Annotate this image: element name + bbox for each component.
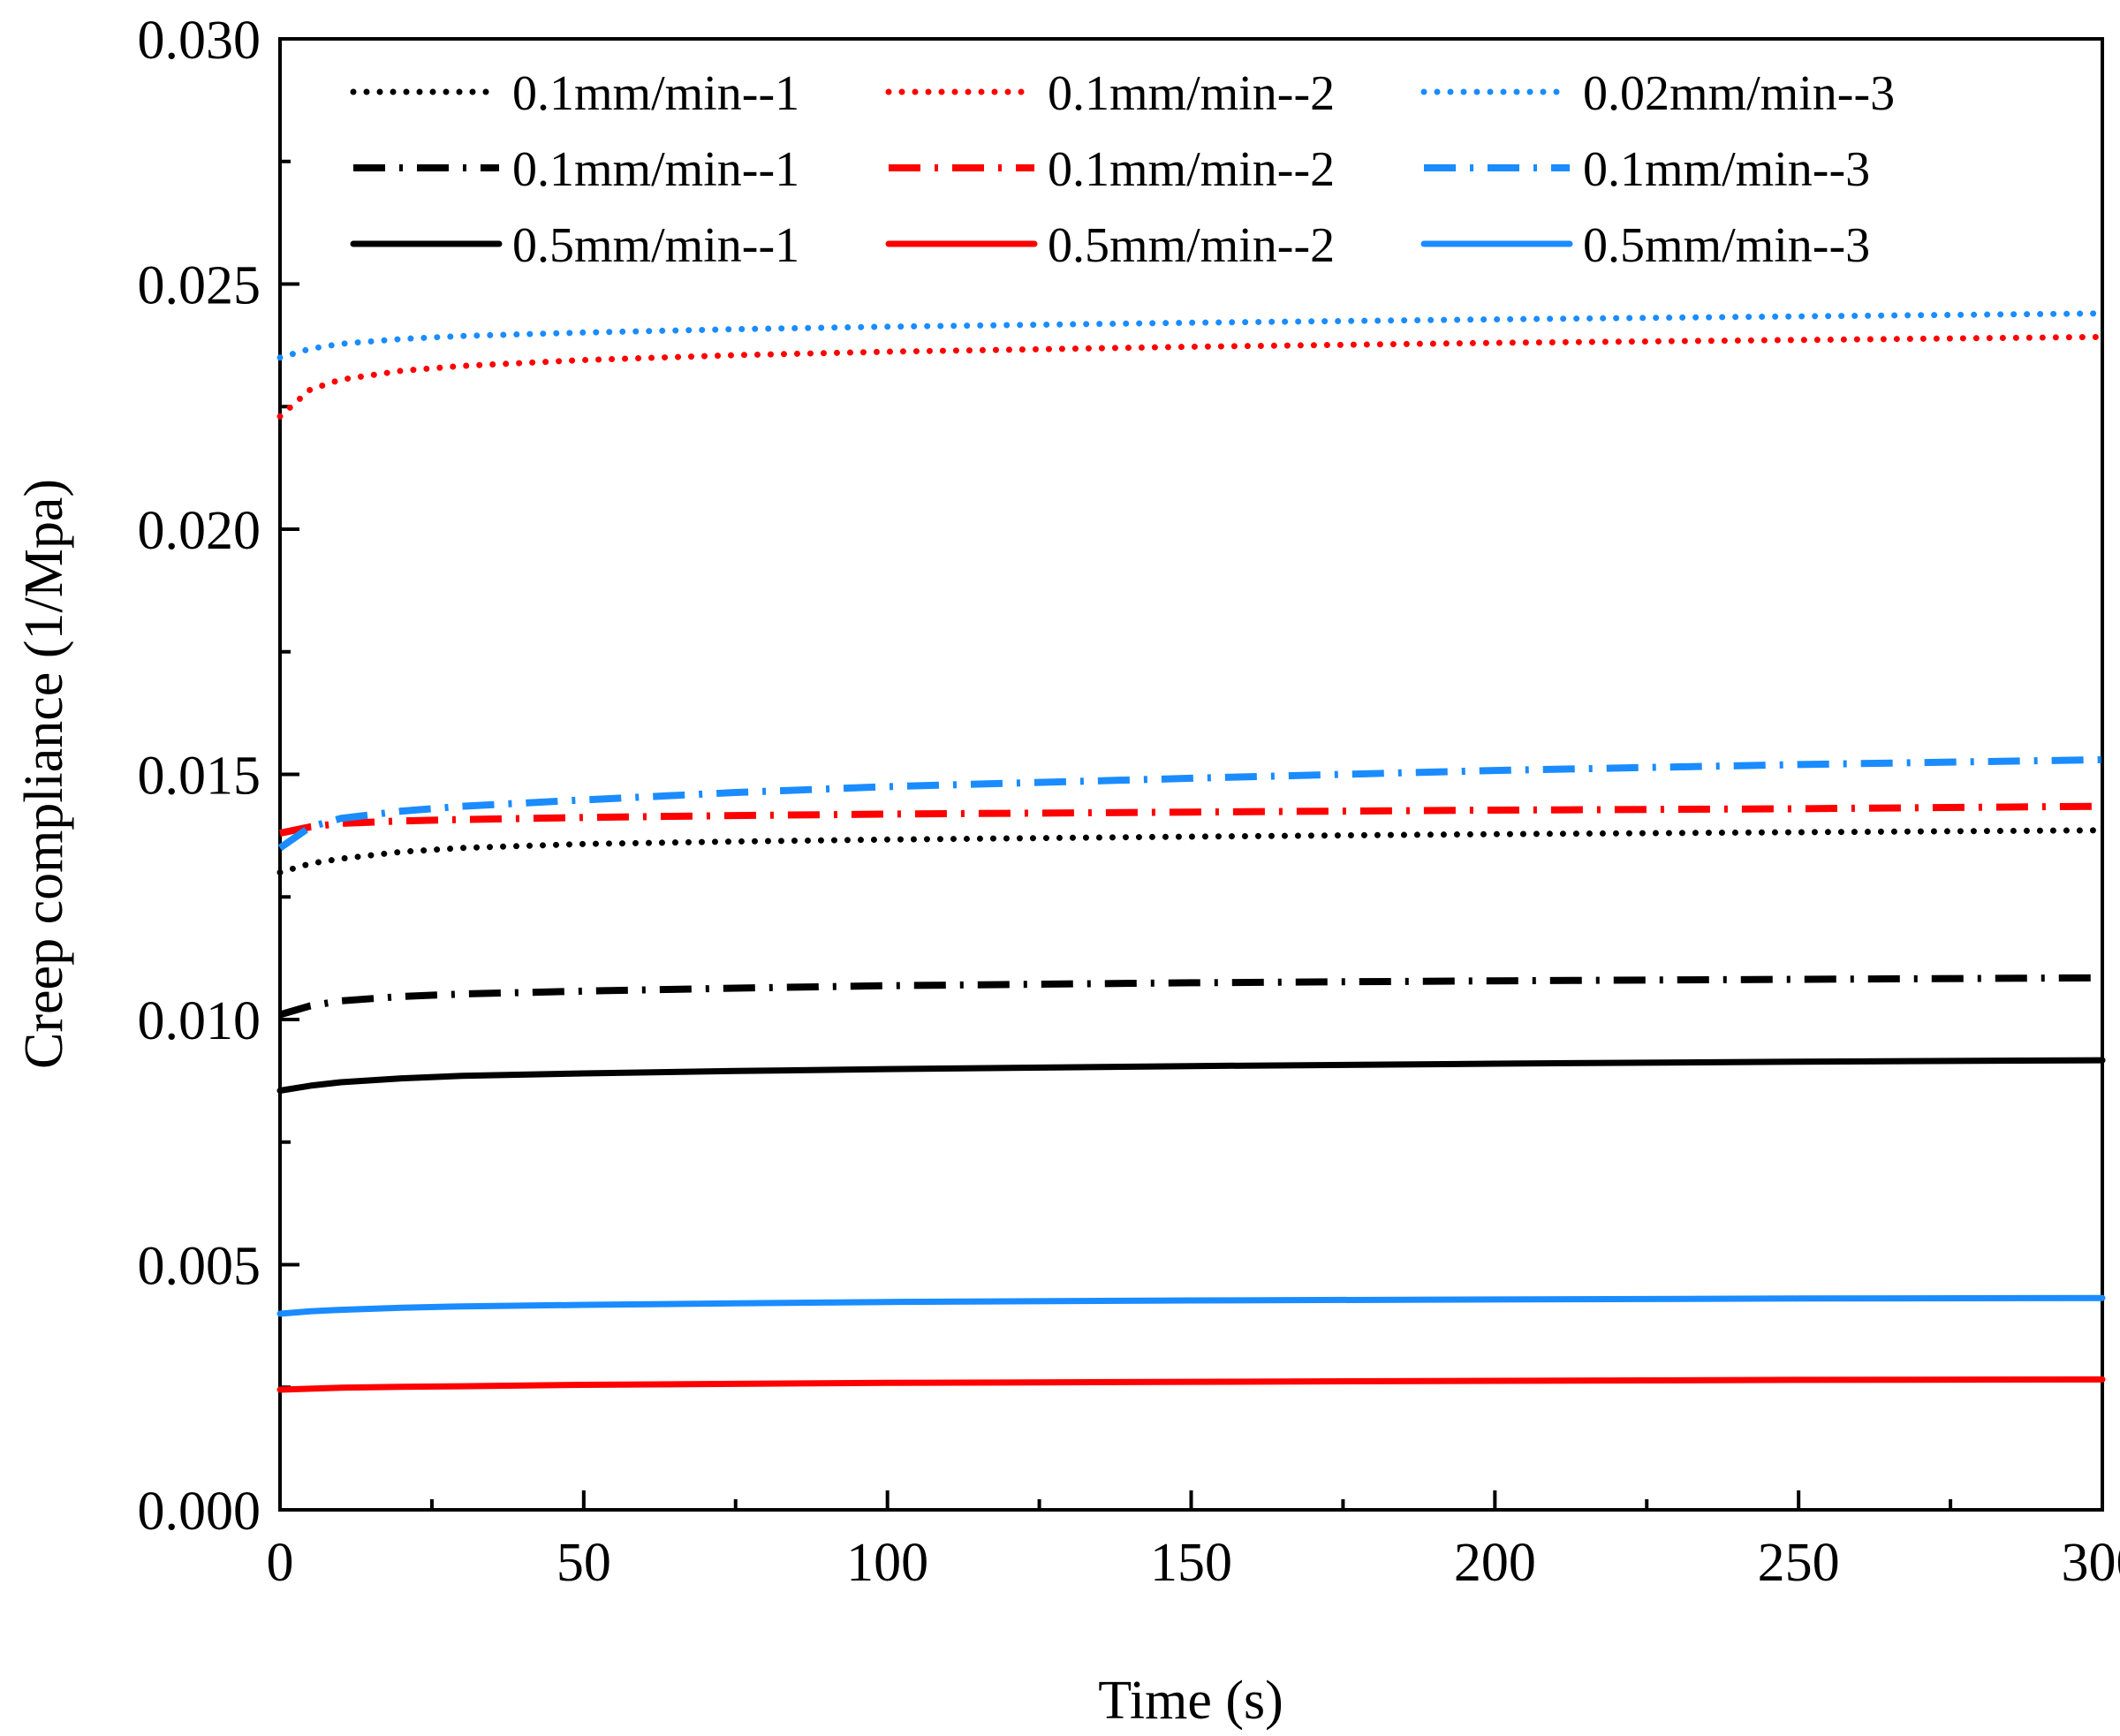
y-tick-label: 0.030 [138, 11, 261, 71]
y-tick-label: 0.015 [138, 747, 261, 807]
series-line-9 [276, 1294, 2106, 1317]
y-tick-label: 0.005 [138, 1237, 261, 1297]
legend-label: 0.1mm/min--2 [1048, 142, 1335, 197]
x-tick-label: 300 [2062, 1533, 2120, 1593]
x-tick-label: 200 [1454, 1533, 1536, 1593]
legend-label: 0.1mm/min--3 [1583, 142, 1870, 197]
legend-label: 0.02mm/min--3 [1583, 66, 1895, 121]
y-axis-ticks: 0.000 0.005 0.010 0.015 0.020 0.025 0.030 [138, 11, 299, 1542]
series-line-4 [278, 974, 2103, 1019]
series-line-1 [276, 827, 2106, 876]
legend-label: 0.5mm/min--1 [512, 218, 799, 273]
series-line-7 [276, 1057, 2106, 1094]
legend-label: 0.1mm/min--1 [512, 142, 799, 197]
series-line-6 [277, 755, 2103, 852]
legend: 0.1mm/min--1 0.1mm/min--2 0.02mm/min--3 0.1… [350, 66, 1895, 273]
series-line-2 [276, 333, 2106, 420]
y-tick-label: 0.000 [138, 1482, 261, 1542]
y-tick-label: 0.025 [138, 256, 261, 316]
x-tick-label: 50 [556, 1533, 611, 1593]
series-lines [276, 310, 2106, 1393]
series-line-3 [276, 310, 2106, 361]
legend-label: 0.1mm/min--1 [512, 66, 799, 121]
y-axis-title: Creep compliance (1/Mpa) [14, 479, 74, 1069]
x-tick-label: 250 [1758, 1533, 1840, 1593]
legend-label: 0.1mm/min--2 [1048, 66, 1335, 121]
y-tick-label: 0.010 [138, 991, 261, 1051]
y-tick-label: 0.020 [138, 501, 261, 561]
x-axis-ticks: 0 50 100 150 200 250 300 [267, 1490, 2120, 1593]
series-line-8 [276, 1376, 2106, 1393]
x-axis-title: Time (s) [1098, 1671, 1283, 1731]
x-tick-label: 100 [846, 1533, 928, 1593]
legend-label: 0.5mm/min--3 [1583, 218, 1870, 273]
x-tick-label: 0 [267, 1533, 294, 1593]
x-tick-label: 150 [1150, 1533, 1232, 1593]
legend-label: 0.5mm/min--2 [1048, 218, 1335, 273]
